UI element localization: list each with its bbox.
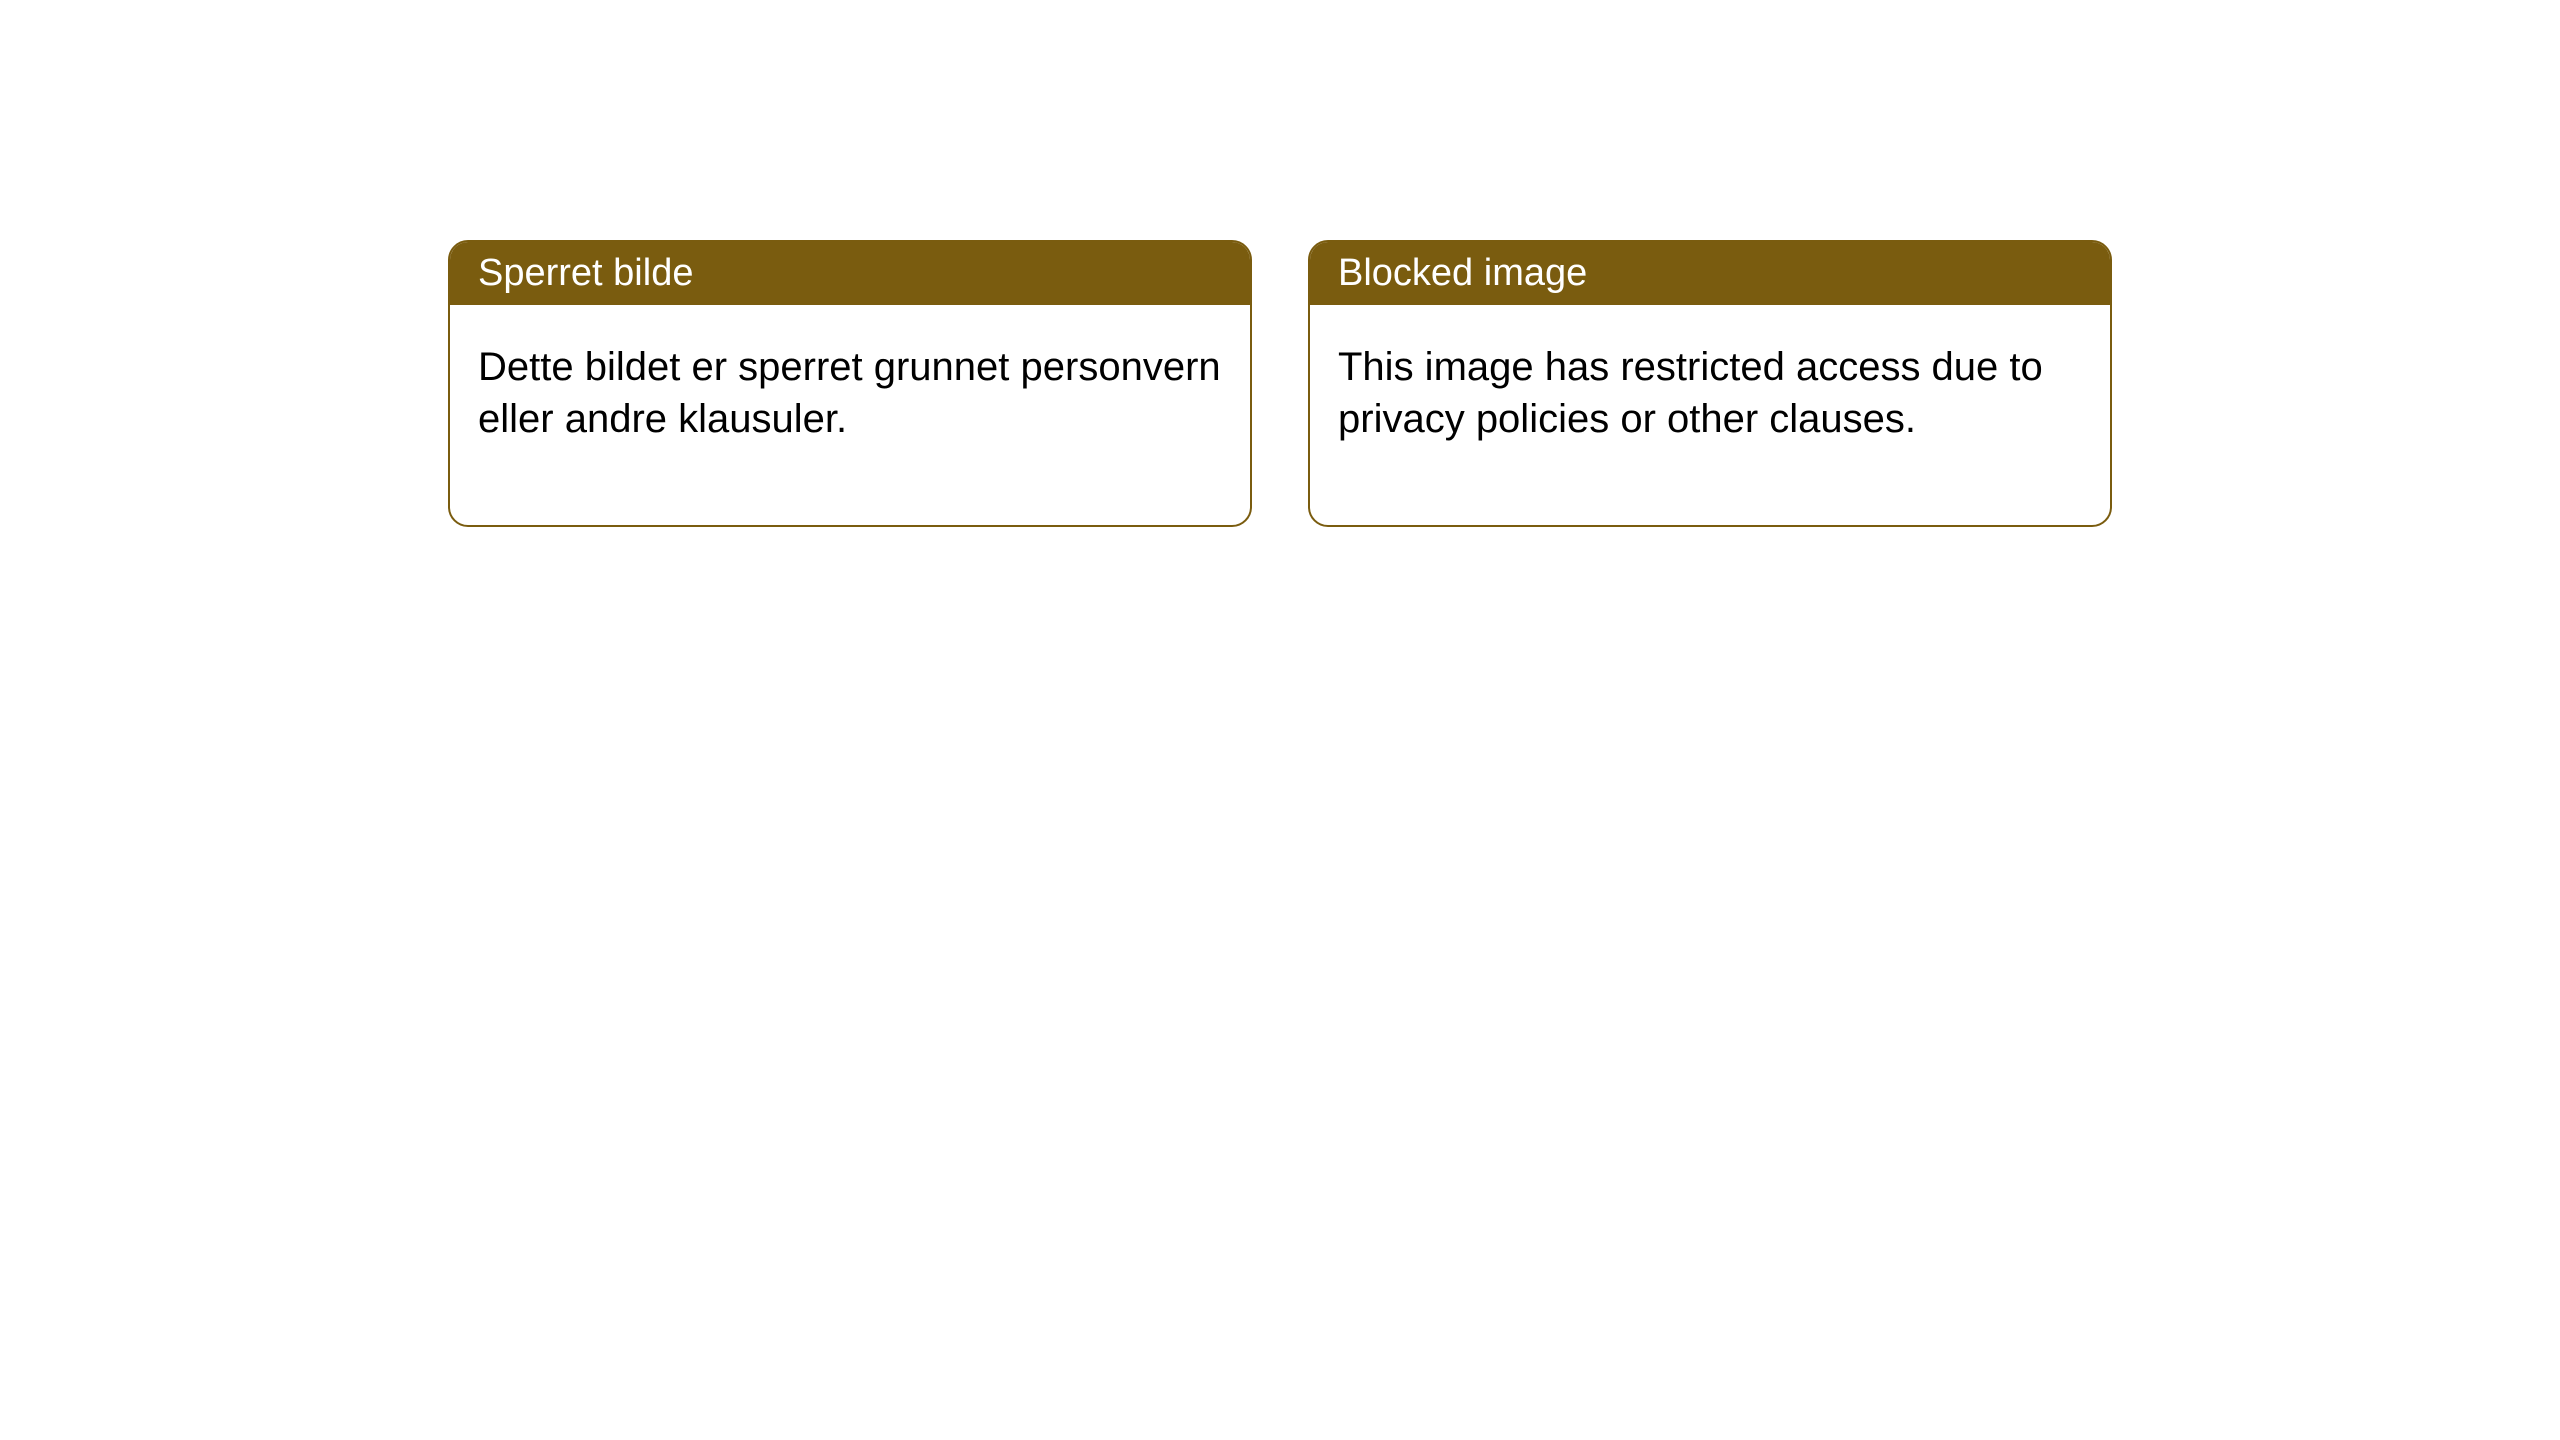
- notice-text: Dette bildet er sperret grunnet personve…: [478, 345, 1221, 441]
- notice-card-english: Blocked image This image has restricted …: [1308, 240, 2112, 527]
- notice-header: Blocked image: [1310, 242, 2110, 305]
- notice-title: Sperret bilde: [478, 252, 693, 294]
- notice-body: Dette bildet er sperret grunnet personve…: [450, 305, 1250, 525]
- notice-title: Blocked image: [1338, 252, 1587, 294]
- notice-card-norwegian: Sperret bilde Dette bildet er sperret gr…: [448, 240, 1252, 527]
- notice-text: This image has restricted access due to …: [1338, 345, 2043, 441]
- notice-container: Sperret bilde Dette bildet er sperret gr…: [448, 240, 2112, 527]
- notice-body: This image has restricted access due to …: [1310, 305, 2110, 525]
- notice-header: Sperret bilde: [450, 242, 1250, 305]
